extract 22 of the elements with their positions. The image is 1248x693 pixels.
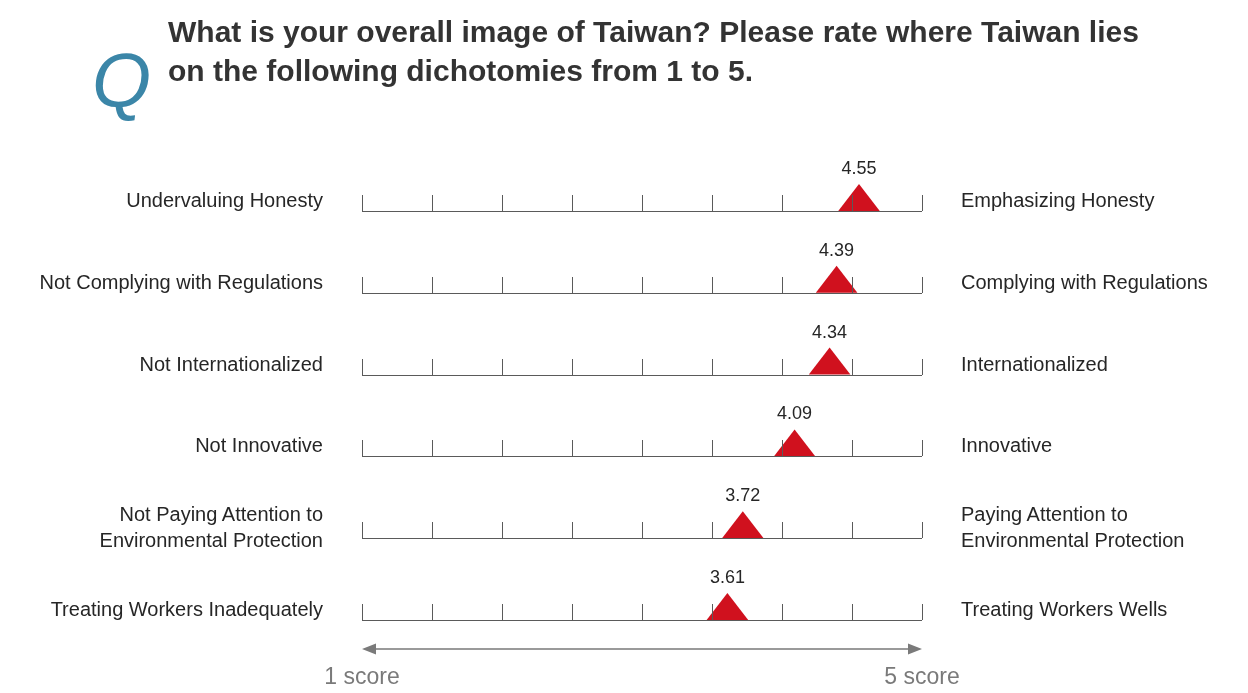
y2-tick-label: Innovative — [961, 434, 1053, 457]
data-label: 3.61 — [709, 567, 745, 587]
y-tick-label: Not Innovative — [195, 434, 323, 457]
data-label: 4.09 — [777, 403, 813, 424]
data-label: 4.34 — [812, 321, 848, 342]
y-tick-label: Undervaluing Honesty — [126, 189, 323, 211]
x-tick-label: 5 score — [884, 663, 960, 689]
y-tick-label: Not Complying with Regulations — [39, 270, 323, 293]
y2-tick-label: Paying Attention to Environmental Protection — [961, 503, 1185, 552]
y-tick-label: Treating Workers Inadequately — [50, 598, 323, 620]
data-label: 3.72 — [725, 485, 761, 506]
x-tick-label: 1 score — [324, 663, 400, 689]
y2-tick-label: Treating Workers Wells — [961, 598, 1168, 620]
y2-tick-label: Internationalized — [961, 352, 1108, 375]
data-label: 4.39 — [819, 239, 855, 260]
chart-title: What is your overall image of Taiwan? Please rate where Taiwan lies on the following dichotomies from 1 to 5. — [168, 15, 1139, 87]
y2-tick-label: Complying with Regulations — [961, 270, 1208, 293]
y-tick-label: Not Internationalized — [139, 352, 323, 375]
y2-tick-label: Emphasizing Honesty — [961, 189, 1155, 211]
data-label: 4.55 — [841, 158, 877, 178]
text: Q — [92, 38, 152, 123]
y-tick-label: Not Paying Attention to Environmental Protection — [99, 503, 323, 552]
